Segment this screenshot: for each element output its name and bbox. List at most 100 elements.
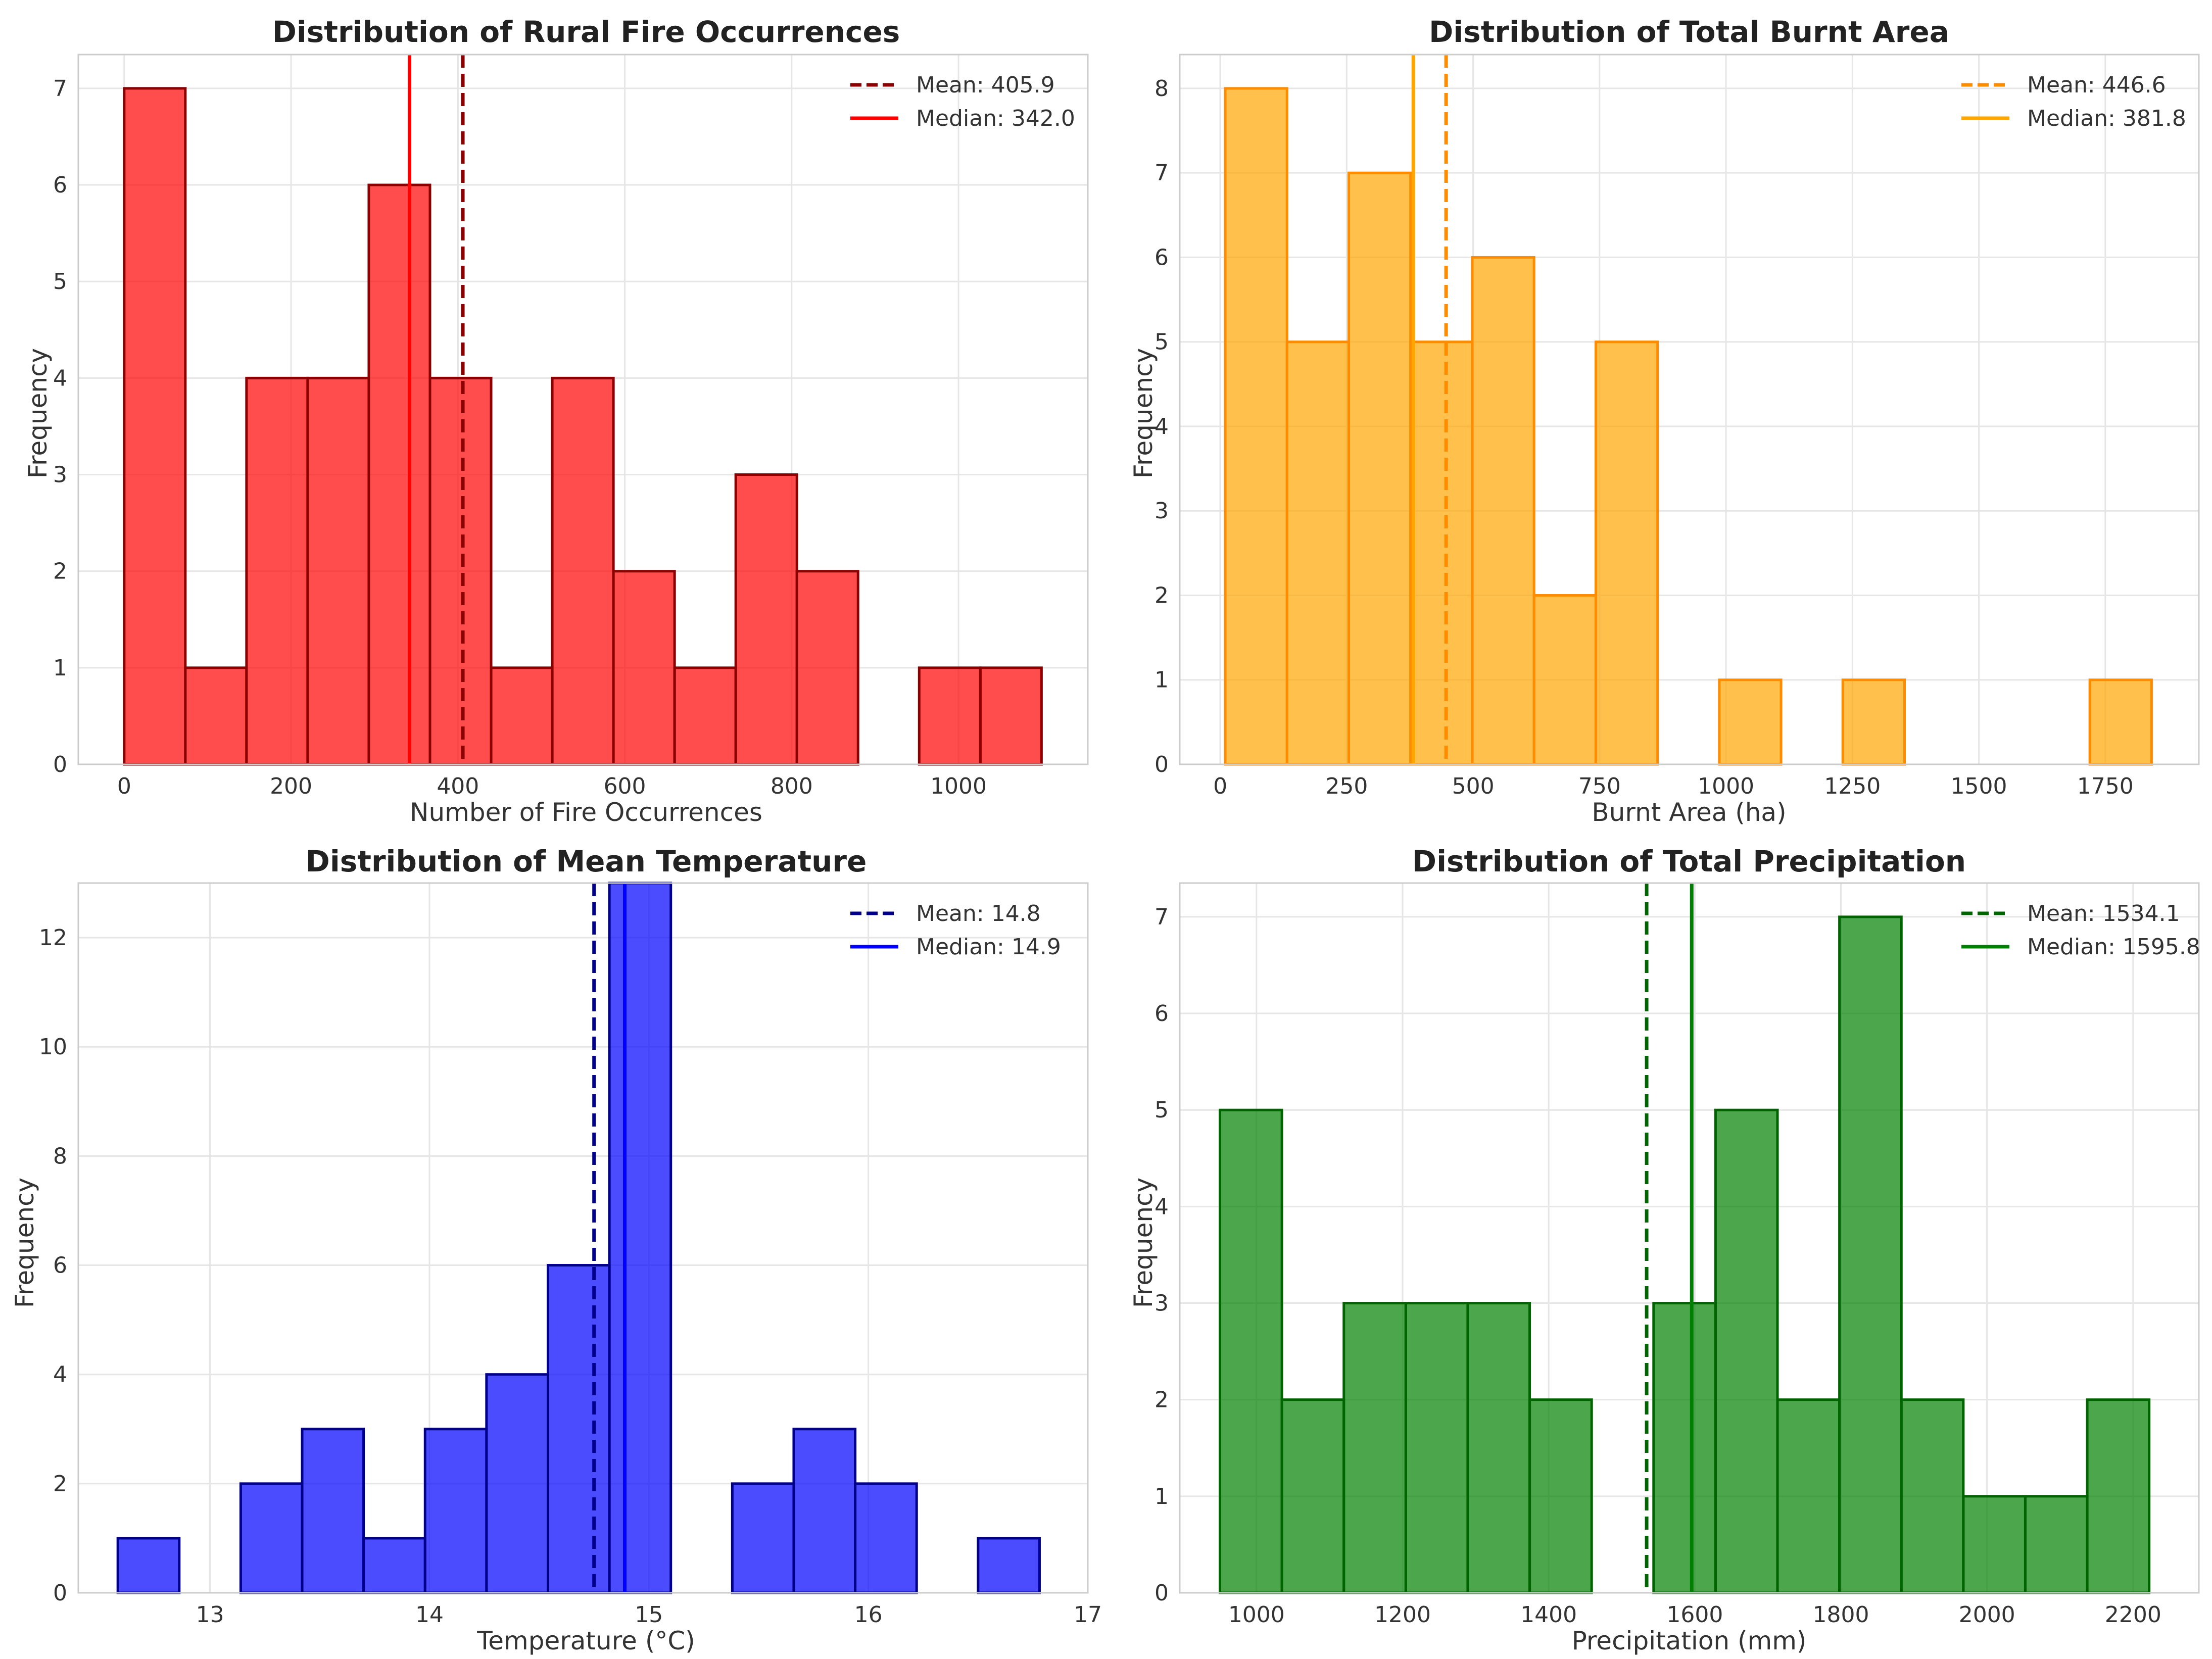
y-axis-label: Frequency — [23, 348, 53, 478]
x-tick-label: 0 — [117, 773, 131, 799]
histogram-bar — [1841, 678, 1906, 766]
histogram-bar — [1962, 1495, 2027, 1594]
chart-title: Distribution of Total Burnt Area — [1429, 15, 1949, 49]
y-tick-label: 4 — [1155, 414, 1169, 440]
y-tick-label: 10 — [39, 1034, 67, 1060]
y-tick-label: 4 — [53, 1362, 67, 1388]
histogram-bar — [979, 666, 1043, 766]
histogram-bar — [1466, 1302, 1531, 1594]
histogram-bar — [1409, 340, 1474, 766]
histogram-bar — [1718, 678, 1783, 766]
x-tick-label: 500 — [1452, 773, 1495, 799]
legend-entry: Mean: 446.6 — [2027, 72, 2166, 98]
x-tick-label: 1000 — [1228, 1602, 1285, 1628]
histogram-bar — [1219, 1108, 1283, 1594]
x-axis-label: Burnt Area (ha) — [1592, 798, 1786, 827]
y-tick-label: 1 — [1155, 1484, 1169, 1509]
x-tick-label: 1000 — [930, 773, 987, 799]
axes-frame — [1179, 54, 2200, 765]
chart-title: Distribution of Rural Fire Occurrences — [272, 15, 900, 49]
y-tick-label: 1 — [1155, 667, 1169, 693]
x-tick-label: 800 — [771, 773, 813, 799]
histogram-bar — [792, 1428, 857, 1594]
histogram-bar — [1652, 1302, 1717, 1594]
histogram-bar — [2024, 1495, 2089, 1594]
axes-frame — [1179, 882, 2200, 1594]
histogram-bar — [1714, 1108, 1779, 1594]
chart-title: Distribution of Total Precipitation — [1412, 844, 1966, 879]
histogram-bar — [2086, 1398, 2151, 1594]
y-tick-label: 2 — [1155, 582, 1169, 608]
x-tick-label: 1250 — [1824, 773, 1881, 799]
x-tick-label: 2200 — [2105, 1602, 2161, 1628]
histogram-bar — [301, 1428, 365, 1594]
legend-entry: Median: 381.8 — [2027, 106, 2186, 131]
histogram-bar — [918, 666, 982, 766]
histogram-bar — [1532, 594, 1597, 766]
histogram-bar — [854, 1482, 918, 1594]
histogram-bar — [612, 570, 676, 766]
y-tick-label: 5 — [1155, 329, 1169, 355]
histogram-bar — [1594, 340, 1659, 766]
y-tick-label: 7 — [1155, 160, 1169, 186]
y-axis-label: Frequency — [1129, 348, 1158, 478]
y-tick-label: 6 — [53, 172, 67, 198]
y-tick-label: 6 — [1155, 1001, 1169, 1027]
y-tick-label: 2 — [1155, 1387, 1169, 1413]
x-axis-label: Temperature (°C) — [476, 1626, 695, 1655]
y-axis-label: Frequency — [10, 1178, 39, 1308]
histogram-bar — [551, 376, 615, 766]
axes-frame — [77, 54, 1089, 765]
legend-entry: Mean: 405.9 — [916, 72, 1055, 98]
chart-title: Distribution of Mean Temperature — [306, 844, 867, 879]
histogram-bar — [1342, 1302, 1407, 1594]
histogram-bar — [116, 1537, 181, 1594]
axes-frame — [77, 882, 1089, 1594]
x-tick-label: 1200 — [1374, 1602, 1431, 1628]
histogram-bar — [362, 1537, 426, 1594]
rural-fire-occurrences-histogram: Distribution of Rural Fire Occurrences N… — [23, 15, 1089, 827]
histogram-bar — [245, 376, 309, 766]
histogram-bar — [673, 666, 737, 766]
y-tick-label: 2 — [53, 1471, 67, 1497]
x-tick-label: 13 — [196, 1602, 224, 1628]
y-tick-label: 4 — [53, 365, 67, 391]
x-tick-label: 600 — [604, 773, 646, 799]
legend-entry: Median: 1595.8 — [2027, 934, 2200, 960]
histogram-bar — [1348, 171, 1412, 766]
y-tick-label: 3 — [53, 462, 67, 488]
y-tick-label: 0 — [1155, 752, 1169, 777]
histogram-bar — [1776, 1398, 1841, 1594]
y-tick-label: 5 — [53, 269, 67, 295]
x-tick-label: 0 — [1213, 773, 1227, 799]
x-tick-label: 1400 — [1520, 1602, 1577, 1628]
legend-entry: Median: 14.9 — [916, 934, 1061, 960]
x-tick-label: 250 — [1325, 773, 1368, 799]
total-precipitation-histogram: Distribution of Total Precipitation Prec… — [1129, 844, 2200, 1655]
y-tick-label: 3 — [1155, 498, 1169, 524]
legend-entry: Median: 342.0 — [916, 106, 1075, 131]
histogram-bar — [547, 1264, 611, 1594]
histogram-bar — [1280, 1398, 1345, 1594]
histogram-bar — [428, 376, 493, 766]
legend-entry: Mean: 1534.1 — [2027, 901, 2180, 926]
x-tick-label: 400 — [437, 773, 479, 799]
histogram-bar — [734, 473, 798, 766]
histogram-bar — [2088, 678, 2153, 766]
histogram-bar — [1471, 256, 1535, 766]
x-tick-label: 16 — [854, 1602, 883, 1628]
y-tick-label: 0 — [1155, 1580, 1169, 1606]
x-tick-label: 1750 — [2077, 773, 2134, 799]
x-tick-label: 17 — [1074, 1602, 1102, 1628]
histogram-bar — [731, 1482, 795, 1594]
y-tick-label: 7 — [53, 76, 67, 102]
x-tick-label: 1800 — [1813, 1602, 1869, 1628]
histogram-bar — [490, 666, 554, 766]
x-tick-label: 2000 — [1959, 1602, 2015, 1628]
x-tick-label: 1500 — [1951, 773, 2007, 799]
histogram-bar — [1838, 915, 1903, 1594]
histogram-bar — [123, 87, 187, 766]
histogram-bar — [608, 882, 672, 1594]
histogram-bar — [1900, 1398, 1965, 1594]
